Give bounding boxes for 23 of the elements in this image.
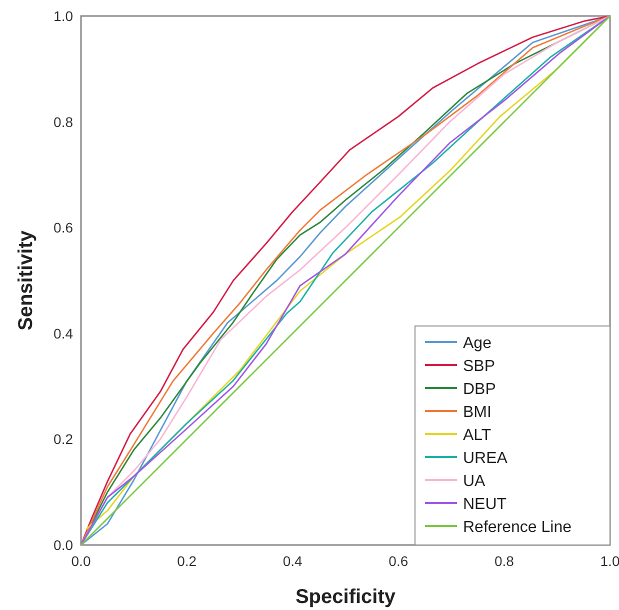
legend-label: BMI bbox=[463, 404, 492, 421]
legend-label: UREA bbox=[463, 450, 508, 467]
legend-label: NEUT bbox=[463, 496, 507, 513]
x-tick-label: 0.8 bbox=[494, 553, 514, 569]
y-tick-label: 0.2 bbox=[54, 431, 74, 448]
x-tick-label: 1.0 bbox=[600, 553, 619, 569]
y-tick-label: 0.4 bbox=[54, 325, 74, 342]
legend-label: Reference Line bbox=[463, 519, 572, 536]
legend-label: Age bbox=[463, 335, 492, 352]
x-tick-label: 0.2 bbox=[177, 553, 197, 569]
x-tick-label: 0.0 bbox=[71, 553, 91, 569]
y-tick-label: 0.0 bbox=[54, 537, 74, 553]
y-axis-title: Sensitivity bbox=[15, 230, 37, 331]
y-tick-label: 0.6 bbox=[54, 220, 74, 236]
legend-label: DBP bbox=[463, 381, 496, 398]
legend-label: ALT bbox=[463, 427, 492, 444]
x-axis-title: Specificity bbox=[295, 586, 396, 608]
y-tick-label: 1.0 bbox=[54, 8, 74, 24]
legend-label: SBP bbox=[463, 358, 496, 375]
legend-label: UA bbox=[463, 473, 486, 490]
y-tick-label: 0.8 bbox=[54, 114, 74, 130]
x-tick-label: 0.4 bbox=[282, 553, 303, 569]
x-tick-label: 0.6 bbox=[388, 553, 408, 569]
